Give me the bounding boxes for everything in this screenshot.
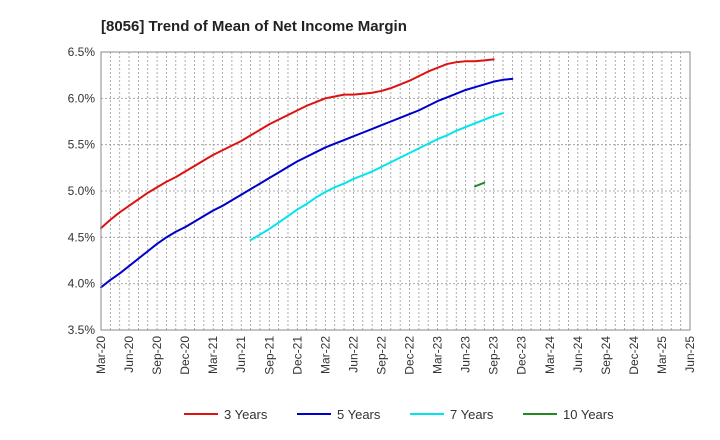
y-tick-label: 4.0% — [68, 277, 96, 291]
y-tick-label: 5.0% — [68, 184, 96, 198]
chart-title: [8056] Trend of Mean of Net Income Margi… — [101, 18, 407, 35]
y-tick-label: 4.5% — [68, 230, 96, 244]
x-tick-label: Jun-20 — [122, 336, 136, 373]
legend-label: 5 Years — [337, 407, 381, 422]
series-line-3-years — [100, 58, 495, 230]
x-tick-label: Mar-24 — [543, 336, 557, 374]
x-tick-label: Sep-21 — [262, 336, 276, 375]
y-tick-label: 6.0% — [68, 91, 96, 105]
x-axis-ticks: Mar-20 Jun-20 Sep-20 Dec-20 Mar-21 Jun-21 Sep-… — [94, 336, 697, 375]
y-axis-ticks: 3.5% 4.0% 4.5% 5.0% 5.5% 6.0% 6.5% — [68, 45, 96, 337]
x-tick-label: Dec-20 — [178, 336, 192, 375]
series-line-7-years — [249, 112, 505, 242]
plot-frame — [100, 51, 691, 331]
x-tick-label: Jun-21 — [234, 336, 248, 373]
x-tick-label: Dec-23 — [515, 336, 529, 375]
x-tick-label: Jun-24 — [571, 336, 585, 373]
y-tick-label: 3.5% — [68, 323, 96, 337]
x-tick-label: Sep-22 — [374, 336, 388, 375]
plot-border — [100, 51, 691, 331]
x-tick-label: Sep-23 — [487, 336, 501, 375]
legend-label: 3 Years — [224, 407, 268, 422]
series-line-10-years — [473, 181, 486, 188]
x-tick-label: Jun-23 — [459, 336, 473, 373]
x-tick-label: Sep-20 — [150, 336, 164, 375]
y-tick-label: 6.5% — [68, 45, 96, 59]
x-tick-label: Jun-25 — [683, 336, 697, 373]
x-tick-label: Sep-24 — [599, 336, 613, 375]
grid — [100, 51, 691, 331]
x-tick-label: Mar-23 — [431, 336, 445, 374]
x-tick-label: Jun-22 — [346, 336, 360, 373]
legend: 3 Years 5 Years 7 Years 10 Years — [184, 407, 614, 422]
x-tick-label: Mar-25 — [655, 336, 669, 374]
x-tick-label: Dec-21 — [290, 336, 304, 375]
x-tick-label: Mar-20 — [94, 336, 108, 374]
x-tick-label: Dec-22 — [403, 336, 417, 375]
legend-label: 7 Years — [450, 407, 494, 422]
legend-label: 10 Years — [563, 407, 614, 422]
x-tick-label: Mar-21 — [206, 336, 220, 374]
series-layer — [100, 58, 514, 289]
series-line-5-years — [100, 77, 514, 289]
x-tick-label: Dec-24 — [627, 336, 641, 375]
y-tick-label: 5.5% — [68, 138, 96, 152]
x-tick-label: Mar-22 — [318, 336, 332, 374]
